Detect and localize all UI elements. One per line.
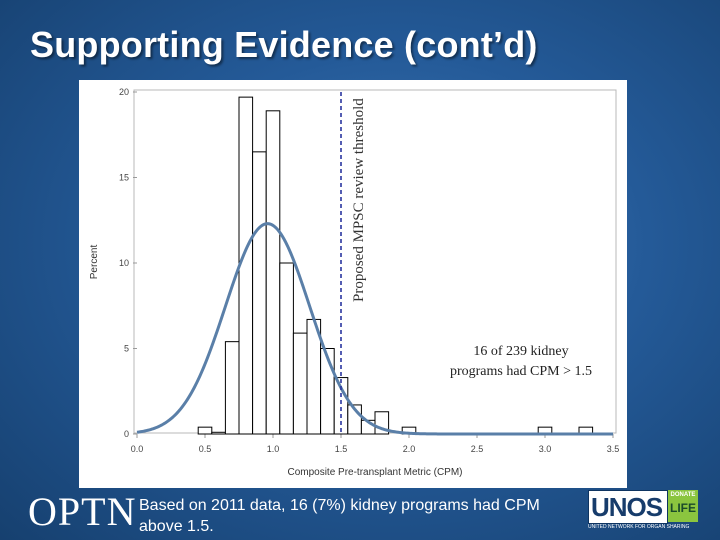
x-tick-label-4: 2.0 xyxy=(403,444,416,454)
donate-text: DONATE xyxy=(670,492,696,498)
histogram-bar-6 xyxy=(279,262,294,435)
donate-life-badge: DONATE LIFE xyxy=(668,490,698,522)
histogram-bar-1 xyxy=(211,431,226,435)
x-tick-label-5: 2.5 xyxy=(471,444,484,454)
unos-subtitle: UNITED NETWORK FOR ORGAN SHARING xyxy=(588,524,690,530)
unos-logo-box: UNOS xyxy=(588,490,668,524)
histogram-bar-2 xyxy=(224,341,240,435)
unos-wordmark: UNOS xyxy=(591,492,663,522)
histogram-bar-0 xyxy=(197,426,213,435)
histogram-bar-4 xyxy=(252,151,267,435)
y-tick-label-2: 10 xyxy=(119,258,129,268)
y-tick-label-3: 15 xyxy=(119,173,129,183)
life-text: LIFE xyxy=(670,501,696,515)
unos-logo: UNOS DONATE LIFE UNITED NETWORK FOR ORGA… xyxy=(588,490,710,532)
slide-title: Supporting Evidence (cont’d) xyxy=(30,24,538,65)
x-tick-label-1: 0.5 xyxy=(199,444,212,454)
x-axis-label: Composite Pre-transplant Metric (CPM) xyxy=(287,467,462,478)
threshold-label: Proposed MPSC review threshold xyxy=(351,98,367,302)
y-axis-label: Percent xyxy=(89,245,100,280)
y-tick-label-4: 20 xyxy=(119,87,129,97)
histogram-bar-9 xyxy=(320,348,335,435)
annotation-line-1: 16 of 239 kidney xyxy=(473,344,568,359)
x-tick-label-6: 3.0 xyxy=(539,444,552,454)
histogram-bar-7 xyxy=(292,332,308,435)
plot-frame xyxy=(133,89,617,434)
y-tick-label-0: 0 xyxy=(124,429,129,439)
histogram-bar-5 xyxy=(265,110,281,435)
histogram-bars xyxy=(197,96,594,435)
x-tick-label-2: 1.0 xyxy=(267,444,280,454)
y-tick-labels: 0 5 10 15 20 xyxy=(119,87,129,439)
optn-logo: OPTN xyxy=(28,489,137,534)
annotation-line-2: programs had CPM > 1.5 xyxy=(450,364,592,379)
x-tick-labels: 0.0 0.5 1.0 1.5 2.0 2.5 3.0 3.5 xyxy=(131,444,620,454)
x-tick-label-0: 0.0 xyxy=(131,444,144,454)
y-tick-label-1: 5 xyxy=(124,344,129,354)
normal-density-curve xyxy=(136,222,613,436)
footnote-text: Based on 2011 data, 16 (7%) kidney progr… xyxy=(139,497,540,535)
chart-panel: Proposed MPSC review threshold 16 of 239… xyxy=(79,80,627,488)
x-tick-label-7: 3.5 xyxy=(607,444,620,454)
x-tick-label-3: 1.5 xyxy=(335,444,348,454)
histogram-chart: Proposed MPSC review threshold 16 of 239… xyxy=(89,87,620,478)
